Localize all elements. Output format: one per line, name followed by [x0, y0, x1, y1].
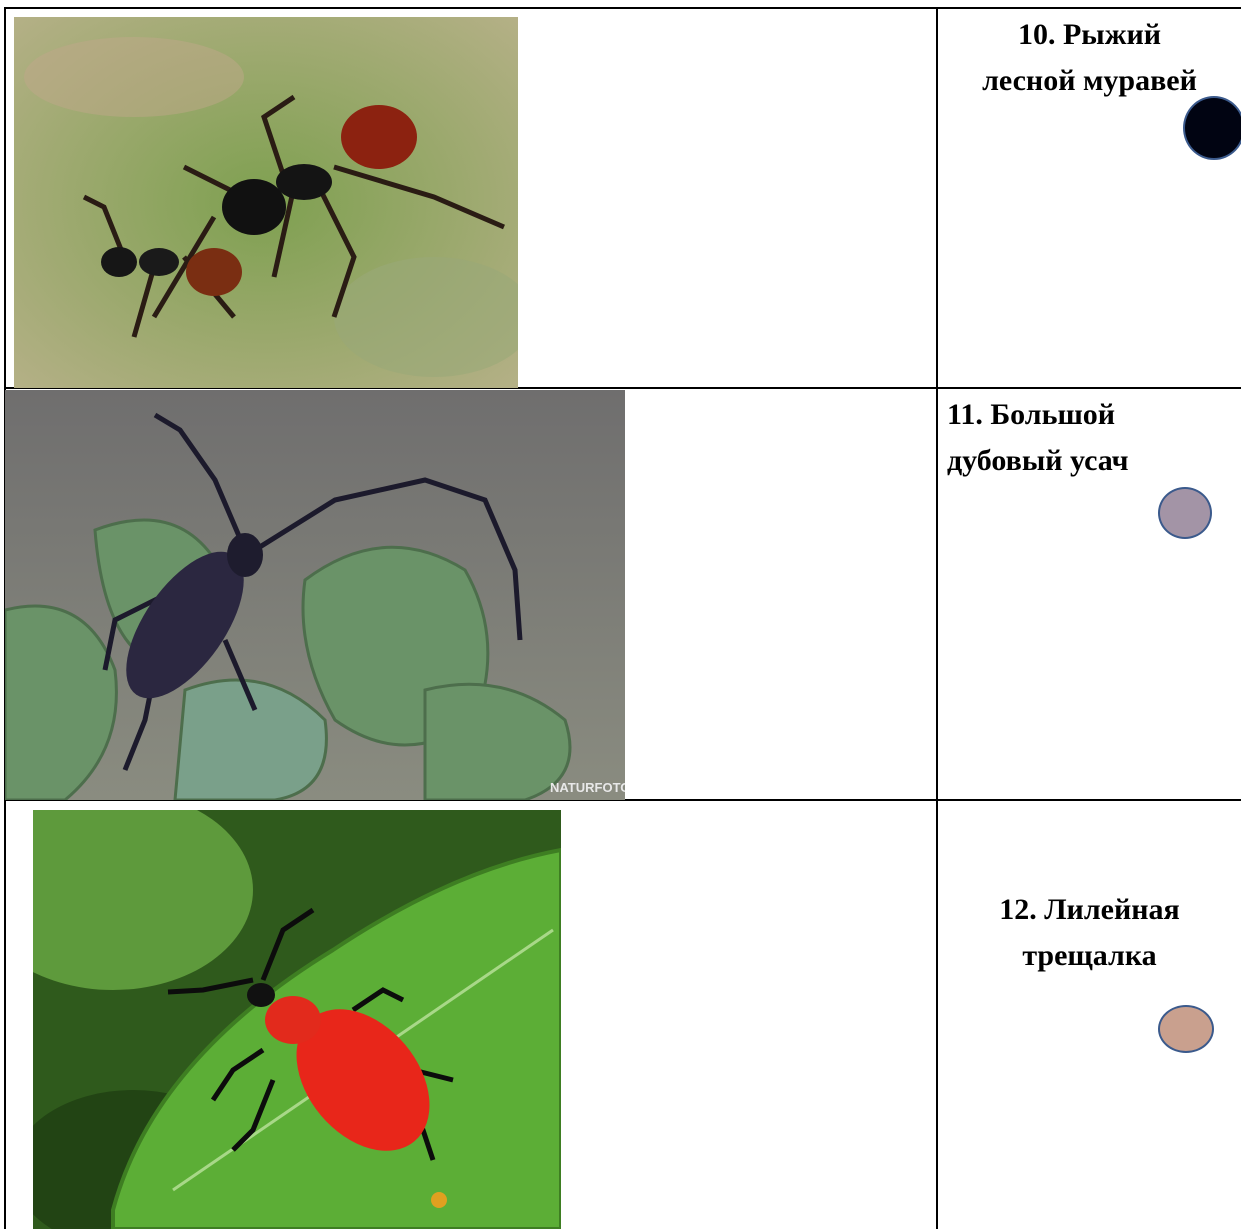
beetle-photo: NATURFOTO — [5, 390, 625, 800]
label-line: 12. Лилейная — [999, 893, 1180, 926]
color-dot — [1158, 487, 1212, 539]
insect-name: 12. Лилейная трещалка — [938, 887, 1241, 979]
ant-photo — [14, 17, 518, 388]
label-line: 11. Большой — [947, 398, 1116, 431]
color-dot — [1158, 1005, 1214, 1053]
label-line: трещалка — [1022, 939, 1157, 972]
lily-beetle-photo — [33, 810, 561, 1229]
color-dot — [1183, 96, 1241, 160]
label-line: 10. Рыжий — [1017, 18, 1162, 51]
table-border — [4, 799, 1241, 801]
table-border — [4, 387, 1241, 389]
watermark: NATURFOTO — [550, 780, 625, 795]
label-line: лесной муравей — [982, 64, 1197, 97]
insect-name: 11. Большой дубовый усач — [947, 392, 1129, 484]
table-border — [936, 7, 938, 1229]
insect-name: 10. Рыжий лесной муравей — [938, 12, 1241, 104]
table-border — [4, 7, 1241, 9]
label-line: дубовый усач — [947, 444, 1129, 477]
